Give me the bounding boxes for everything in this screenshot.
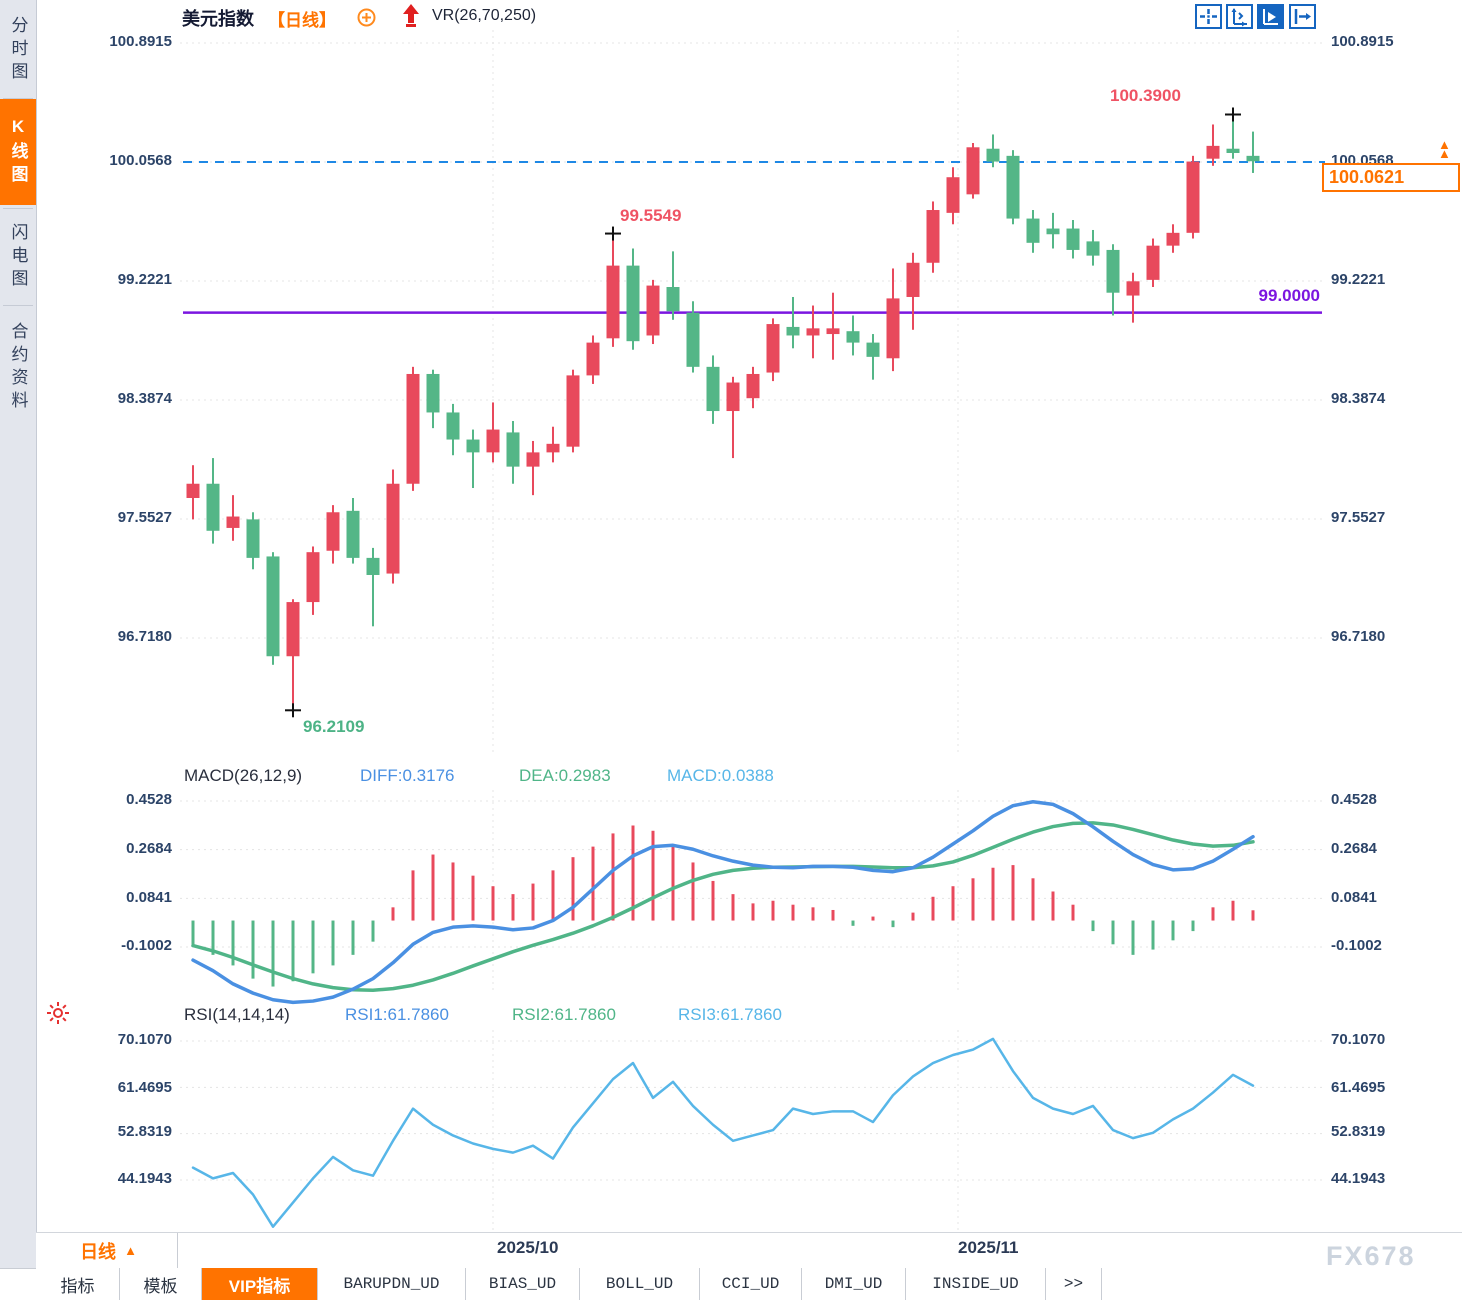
tab-indicators[interactable]: 指标 xyxy=(36,1268,120,1300)
rsi-axis-label: 61.4695 xyxy=(117,1079,172,1096)
current-price-box: 100.0621 xyxy=(1322,163,1460,192)
rsi3-value: RSI3:61.7860 xyxy=(678,1005,782,1024)
macd-axis-label: 0.0841 xyxy=(126,889,172,906)
macd-hist-value: MACD:0.0388 xyxy=(667,766,774,785)
tab-templates[interactable]: 模板 xyxy=(120,1268,202,1300)
xaxis-strip: 日线 ▲ 2025/10 2025/11 xyxy=(36,1232,1462,1270)
sidebar-item-contract-info[interactable]: 合约资料 xyxy=(8,322,28,414)
sidebar-separator xyxy=(3,208,33,209)
crosshair-tool-icon[interactable] xyxy=(1195,4,1222,29)
rsi-panel-plot xyxy=(191,1037,1255,1228)
sidebar-item-timechart[interactable]: 分时图 xyxy=(8,15,28,85)
sidebar-item-kline[interactable]: K线图 xyxy=(0,99,36,205)
sidebar-separator xyxy=(3,98,33,99)
sidebar: 分时图 K线图 闪电图 合约资料 xyxy=(0,0,37,1268)
tab-barupdn-ud[interactable]: BARUPDN_UD xyxy=(318,1268,466,1300)
price-axis-label: 98.3874 xyxy=(1331,390,1386,407)
price-axis-label: 98.3874 xyxy=(117,390,172,407)
macd-axis-label: 0.2684 xyxy=(1331,840,1377,857)
symbol-title: 美元指数 xyxy=(182,9,254,29)
macd-axis-label: -0.1002 xyxy=(1331,937,1382,954)
rsi-axis-label: 52.8319 xyxy=(1331,1123,1386,1140)
price-axis-label: 99.2221 xyxy=(117,271,172,288)
tab-vip-indicators[interactable]: VIP指标 xyxy=(202,1268,318,1300)
xaxis-date-label: 2025/10 xyxy=(497,1238,559,1257)
overlay-indicator-label: VR(26,70,250) xyxy=(432,7,537,24)
sun-icon[interactable] xyxy=(46,1001,70,1025)
rsi-axis-label: 61.4695 xyxy=(1331,1079,1386,1096)
macd-axis-label: 0.2684 xyxy=(126,840,172,857)
period-selector[interactable]: 日线 ▲ xyxy=(40,1233,178,1268)
rsi-title: RSI(14,14,14) xyxy=(184,1005,290,1024)
price-axis-label: 100.8915 xyxy=(1331,33,1394,50)
macd-axis-label: -0.1002 xyxy=(121,937,172,954)
annotation-low: 96.2109 xyxy=(303,717,365,736)
xaxis-date-label: 2025/11 xyxy=(958,1238,1019,1257)
trend-up-arrow-icon xyxy=(399,3,423,29)
price-up-double-arrow-icon: ▲ ▲ xyxy=(1438,137,1451,161)
indicator-tabbar: 指标 模板 VIP指标 BARUPDN_UD BIAS_UD BOLL_UD C… xyxy=(36,1268,1462,1300)
price-panel-plot xyxy=(186,107,1260,718)
period-tag: 【日线】 xyxy=(268,11,336,30)
sidebar-item-lightning[interactable]: 闪电图 xyxy=(8,222,28,292)
tab-dmi-ud[interactable]: DMI_UD xyxy=(802,1268,906,1300)
annotation-swing-high: 99.5549 xyxy=(620,206,682,225)
macd-title: MACD(26,12,9) xyxy=(184,766,303,785)
macd-axis-label: 0.4528 xyxy=(126,791,172,808)
macd-axis-label: 0.0841 xyxy=(1331,889,1377,906)
price-axis-label: 96.7180 xyxy=(1331,628,1386,645)
pan-right-tool-icon[interactable] xyxy=(1289,4,1316,29)
tab-cci-ud[interactable]: CCI_UD xyxy=(700,1268,802,1300)
tab-more[interactable]: >> xyxy=(1046,1268,1102,1300)
macd-dea-value: DEA:0.2983 xyxy=(519,766,611,785)
tab-inside-ud[interactable]: INSIDE_UD xyxy=(906,1268,1046,1300)
triangle-up-icon: ▲ xyxy=(124,1243,137,1258)
level-lines xyxy=(183,160,1325,314)
tabbar-corner xyxy=(0,1268,36,1300)
sidebar-separator xyxy=(3,305,33,306)
price-axis-label: 100.8915 xyxy=(109,33,172,50)
rsi-axis-label: 70.1070 xyxy=(1331,1031,1386,1048)
price-axis-label: 97.5527 xyxy=(1331,509,1386,526)
price-axis-label: 99.2221 xyxy=(1331,271,1386,288)
rsi-axis-label: 70.1070 xyxy=(117,1031,172,1048)
period-selector-label: 日线 xyxy=(80,1241,117,1262)
tab-boll-ud[interactable]: BOLL_UD xyxy=(580,1268,700,1300)
yaxis-scale-tool-icon[interactable] xyxy=(1226,4,1253,29)
price-axis-label: 100.0568 xyxy=(109,152,172,169)
annotation-purple-level: 99.0000 xyxy=(1258,286,1320,305)
auto-scale-tool-icon[interactable] xyxy=(1257,4,1284,29)
rsi1-value: RSI1:61.7860 xyxy=(345,1005,449,1024)
rsi-axis-label: 44.1943 xyxy=(1331,1170,1386,1187)
add-indicator-icon[interactable] xyxy=(357,8,376,27)
price-axis-label: 96.7180 xyxy=(117,628,172,645)
tab-bias-ud[interactable]: BIAS_UD xyxy=(466,1268,580,1300)
price-axis-label: 97.5527 xyxy=(117,509,172,526)
rsi-axis-label: 44.1943 xyxy=(117,1170,172,1187)
gridlines xyxy=(180,30,1325,1230)
macd-axis-label: 0.4528 xyxy=(1331,791,1377,808)
macd-diff-value: DIFF:0.3176 xyxy=(360,766,455,785)
watermark: FX678 xyxy=(1326,1241,1416,1271)
rsi2-value: RSI2:61.7860 xyxy=(512,1005,616,1024)
macd-panel-plot xyxy=(191,799,1255,1005)
rsi-axis-label: 52.8319 xyxy=(117,1123,172,1140)
annotation-high: 100.3900 xyxy=(1110,86,1181,105)
